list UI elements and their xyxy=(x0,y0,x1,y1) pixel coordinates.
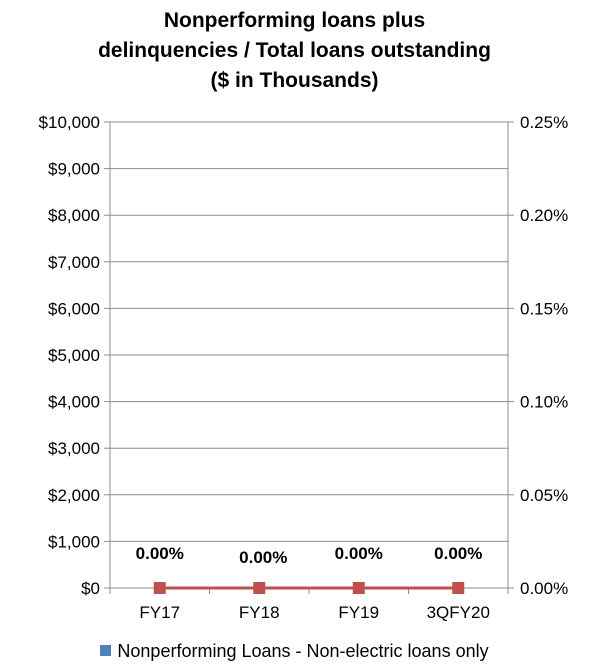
right-axis-tick-label: 0.25% xyxy=(520,113,568,132)
data-labels: 0.00% 0.00% 0.00% 0.00% xyxy=(136,544,483,567)
ratio-marker xyxy=(153,582,166,594)
x-axis-tick-labels: FY17 FY18 FY19 3QFY20 xyxy=(139,603,489,622)
chart-title-line-2: delinquencies / Total loans outstanding xyxy=(98,39,491,62)
chart-title-line-1: Nonperforming loans plus xyxy=(163,9,426,32)
ratio-marker xyxy=(253,582,266,594)
axes xyxy=(104,121,514,594)
x-axis-tick-label: FY18 xyxy=(239,603,280,622)
data-label: 0.00% xyxy=(434,544,482,563)
data-label: 0.00% xyxy=(239,548,287,567)
left-axis-tick-label: $5,000 xyxy=(48,346,100,365)
left-axis-tick-label: $6,000 xyxy=(48,299,100,318)
series-marks xyxy=(153,582,465,594)
gridlines xyxy=(110,121,508,542)
x-axis-tick-label: FY17 xyxy=(139,603,180,622)
left-axis-tick-label: $0 xyxy=(81,579,100,598)
left-axis-tick-label: $1,000 xyxy=(48,532,100,551)
right-axis-tick-label: 0.15% xyxy=(520,299,568,318)
right-axis-tick-label: 0.05% xyxy=(520,486,568,505)
left-axis-tick-label: $9,000 xyxy=(48,160,100,179)
left-axis-tick-label: $10,000 xyxy=(39,113,100,132)
chart-title-line-3: ($ in Thousands) xyxy=(210,69,379,92)
left-axis-tick-label: $8,000 xyxy=(48,206,100,225)
x-axis-tick-label: FY19 xyxy=(338,603,379,622)
x-axis-tick-label: 3QFY20 xyxy=(427,603,490,622)
right-axis-tick-label: 0.00% xyxy=(520,579,568,598)
legend-swatch-nonperforming-loans xyxy=(100,644,112,656)
data-label: 0.00% xyxy=(136,544,184,563)
legend: Nonperforming Loans - Non-electric loans… xyxy=(0,641,589,662)
chart-title: Nonperforming loans plus delinquencies /… xyxy=(0,6,589,96)
data-label: 0.00% xyxy=(335,544,383,563)
left-axis-tick-label: $4,000 xyxy=(48,393,100,412)
left-axis-tick-labels: $0 $1,000 $2,000 $3,000 $4,000 $5,000 $6,000 $7… xyxy=(39,113,100,598)
legend-label-nonperforming-loans: Nonperforming Loans - Non-electric loans… xyxy=(117,641,489,661)
right-axis-tick-label: 0.20% xyxy=(520,206,568,225)
right-axis-tick-labels: 0.00% 0.05% 0.10% 0.15% 0.20% 0.25% xyxy=(520,113,568,598)
ratio-marker xyxy=(452,582,465,594)
left-axis-tick-label: $7,000 xyxy=(48,253,100,272)
right-axis-tick-label: 0.10% xyxy=(520,393,568,412)
left-axis-tick-label: $2,000 xyxy=(48,486,100,505)
left-axis-tick-label: $3,000 xyxy=(48,439,100,458)
ratio-marker xyxy=(352,582,365,594)
